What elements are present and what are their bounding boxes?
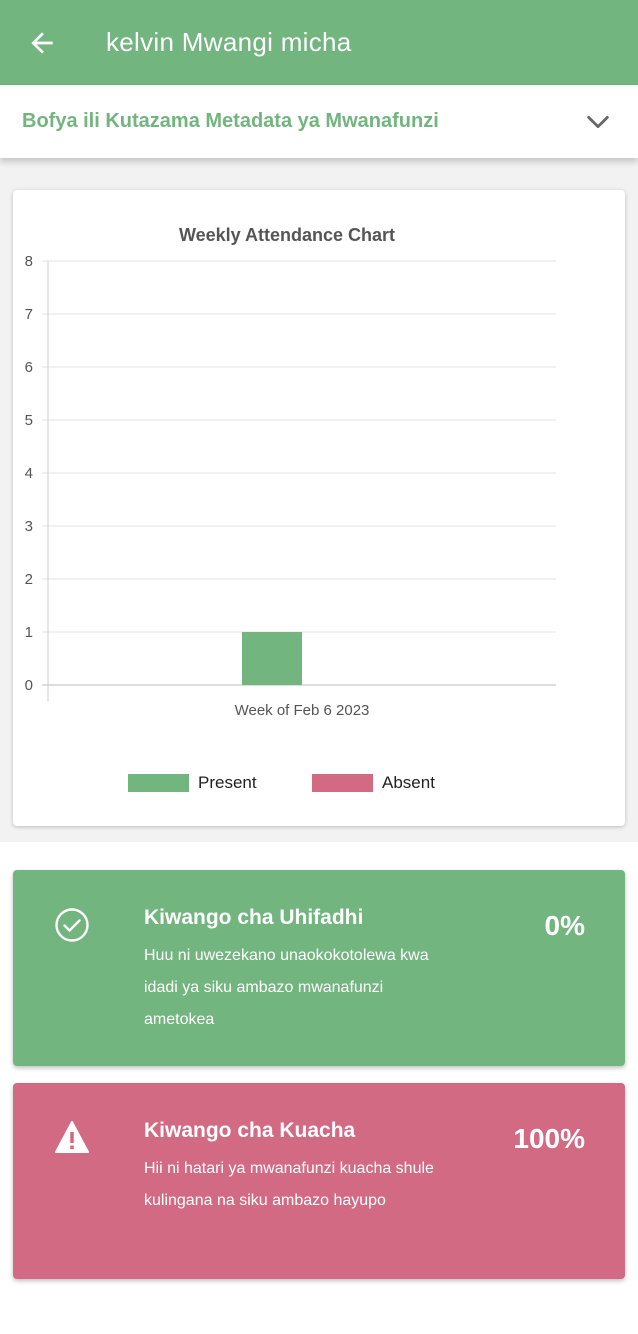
retention-card: Kiwango cha Uhifadhi Huu ni uwezekano un… [13,870,625,1066]
retention-title: Kiwango cha Uhifadhi [144,906,364,929]
legend-swatch [312,774,373,792]
y-tick-label: 1 [25,624,33,641]
dropout-title: Kiwango cha Kuacha [144,1119,356,1142]
page-title: kelvin Mwangi micha [106,27,352,57]
retention-value: 0% [544,910,585,941]
y-tick-label: 2 [25,571,33,588]
y-tick-label: 5 [25,412,33,429]
legend-label: Present [198,773,257,792]
attendance-chart-card: Weekly Attendance Chart 0 1 2 3 4 5 6 7 8 Week o… [13,190,625,826]
app-bar: kelvin Mwangi micha [0,0,638,85]
x-axis-ticks: Week of Feb 6 2023 [235,702,370,719]
y-tick-label: 7 [25,306,33,323]
dropout-value: 100% [513,1123,585,1154]
chart-title: Weekly Attendance Chart [179,225,395,245]
metadata-expander-label: Bofya ili Kutazama Metadata ya Mwanafunz… [22,110,439,132]
attendance-chart: Weekly Attendance Chart 0 1 2 3 4 5 6 7 8 Week o… [25,225,556,792]
dropout-card: Kiwango cha Kuacha Hii ni hatari ya mwan… [13,1083,625,1279]
back-button[interactable] [22,23,62,63]
metadata-expander[interactable]: Bofya ili Kutazama Metadata ya Mwanafunz… [0,85,638,158]
bar-present[interactable] [242,632,302,685]
warning-icon [55,1121,89,1153]
y-tick-label: 3 [25,518,33,535]
retention-description: Huu ni uwezekano unaokokotolewa kwa idad… [144,947,429,1028]
y-axis-ticks: 0 1 2 3 4 5 6 7 8 [25,253,33,694]
x-tick-label: Week of Feb 6 2023 [235,702,370,719]
arrow-left-icon [31,31,53,54]
y-tick-label: 8 [25,253,33,270]
legend-label: Absent [382,773,435,792]
chart-legend: Present Absent [128,773,435,792]
legend-item-absent[interactable]: Absent [312,773,435,792]
chart-bars [242,632,302,685]
check-circle-icon [55,908,89,942]
y-tick-label: 6 [25,359,33,376]
legend-item-present[interactable]: Present [128,773,257,792]
y-tick-label: 0 [25,677,33,694]
dropout-description: Hii ni hatari ya mwanafunzi kuacha shule… [144,1160,434,1209]
chevron-down-icon [584,108,612,136]
legend-swatch [128,774,189,792]
y-tick-label: 4 [25,465,33,482]
